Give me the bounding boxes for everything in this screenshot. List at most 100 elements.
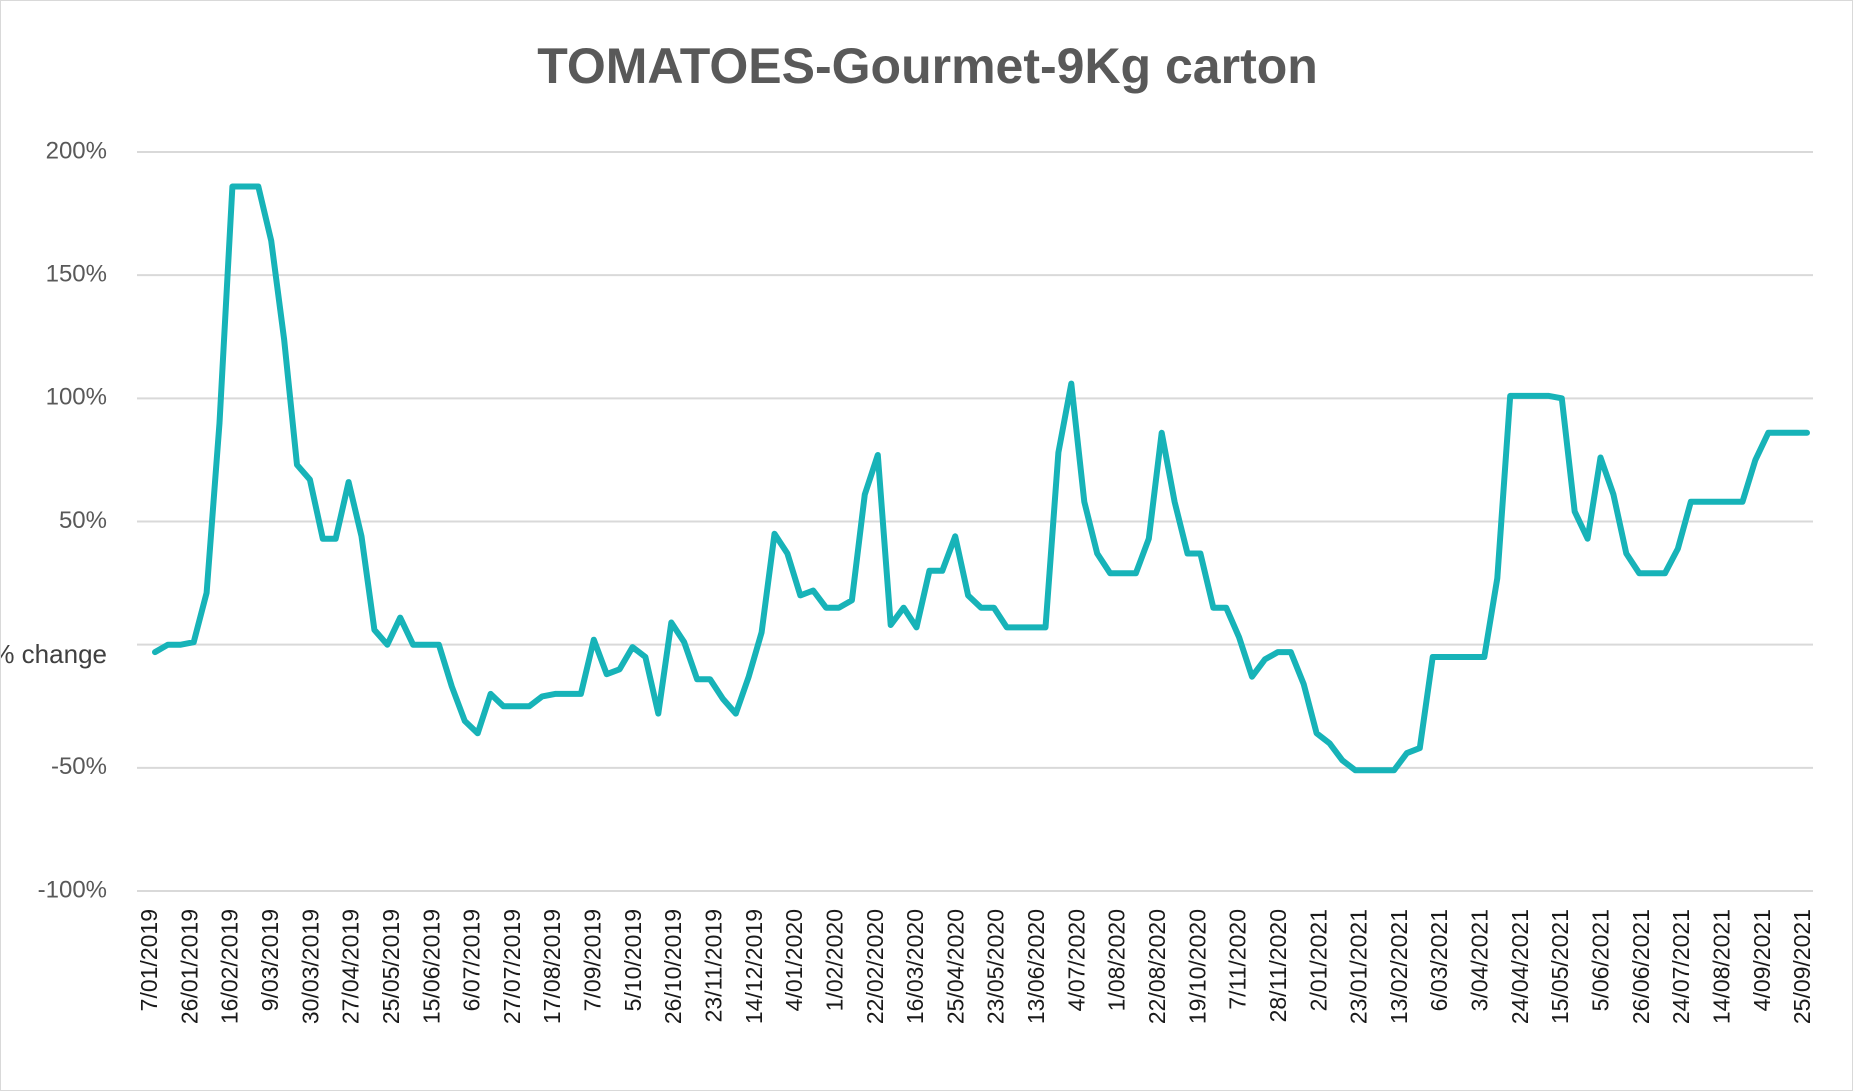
data-point — [953, 534, 957, 538]
x-tick-label: 7/09/2019 — [580, 909, 606, 1011]
data-point — [282, 337, 286, 341]
series-layer — [152, 183, 1810, 774]
y-axis-ticks: 200% 150% 100% 50% -50% -100% — [38, 137, 107, 903]
data-point — [476, 731, 480, 735]
data-point — [1689, 500, 1693, 504]
data-point — [308, 478, 312, 482]
y-tick-label: -100% — [38, 876, 107, 903]
data-point — [1495, 576, 1499, 580]
data-point — [1134, 571, 1138, 575]
x-tick-label: 16/03/2020 — [902, 909, 928, 1024]
data-point — [966, 593, 970, 597]
y-axis-label: % change — [1, 639, 107, 669]
x-tick-label: 27/04/2019 — [338, 909, 364, 1024]
series-line — [152, 183, 1810, 774]
x-tick-label: 13/02/2021 — [1386, 909, 1412, 1024]
data-point — [1715, 500, 1719, 504]
data-point — [902, 606, 906, 610]
data-point — [360, 534, 364, 538]
data-point — [1573, 510, 1577, 514]
data-point — [1353, 768, 1357, 772]
x-tick-label: 28/11/2020 — [1265, 909, 1291, 1022]
data-point — [1753, 458, 1757, 462]
data-point — [192, 640, 196, 644]
data-point — [334, 537, 338, 541]
data-point — [1624, 552, 1628, 556]
x-tick-label: 22/08/2020 — [1144, 909, 1170, 1024]
data-point — [1173, 500, 1177, 504]
x-tick-label: 26/10/2019 — [660, 909, 686, 1024]
y-tick-label: 50% — [59, 507, 107, 534]
data-point — [166, 643, 170, 647]
data-point — [295, 463, 299, 467]
data-point — [992, 606, 996, 610]
data-point — [734, 712, 738, 716]
data-point — [411, 643, 415, 647]
x-tick-label: 27/07/2019 — [499, 909, 525, 1024]
data-point — [1779, 431, 1783, 435]
x-tick-label: 1/08/2020 — [1104, 909, 1130, 1011]
x-tick-label: 14/12/2019 — [741, 909, 767, 1024]
data-point — [1263, 657, 1267, 661]
data-point — [605, 672, 609, 676]
data-point — [424, 643, 428, 647]
data-point — [514, 704, 518, 708]
data-point — [1108, 571, 1112, 575]
data-point — [1637, 571, 1641, 575]
data-point — [773, 532, 777, 536]
data-point — [1302, 682, 1306, 686]
data-point — [1328, 741, 1332, 745]
data-point — [618, 667, 622, 671]
data-point — [1198, 552, 1202, 556]
data-point — [1056, 451, 1060, 455]
data-point — [1121, 571, 1125, 575]
data-point — [205, 591, 209, 595]
data-point — [1469, 655, 1473, 659]
data-point — [824, 606, 828, 610]
data-point — [566, 692, 570, 696]
x-tick-label: 26/06/2021 — [1628, 909, 1654, 1024]
data-point — [1160, 431, 1164, 435]
data-point — [1586, 537, 1590, 541]
x-tick-label: 4/09/2021 — [1749, 909, 1775, 1011]
data-point — [798, 593, 802, 597]
data-point — [1663, 571, 1667, 575]
data-point — [721, 697, 725, 701]
data-point — [1431, 655, 1435, 659]
x-tick-label: 1/02/2020 — [821, 909, 847, 1011]
data-point — [1702, 500, 1706, 504]
x-tick-label: 25/09/2021 — [1789, 909, 1815, 1024]
data-point — [643, 655, 647, 659]
data-point — [321, 537, 325, 541]
data-point — [540, 694, 544, 698]
y-tick-label: 150% — [46, 261, 107, 288]
data-point — [1676, 547, 1680, 551]
data-point — [682, 640, 686, 644]
data-point — [863, 492, 867, 496]
data-point — [1044, 625, 1048, 629]
data-point — [1289, 650, 1293, 654]
data-point — [889, 623, 893, 627]
data-point — [811, 589, 815, 593]
x-tick-label: 23/01/2021 — [1346, 909, 1372, 1024]
data-point — [1315, 731, 1319, 735]
data-point — [1741, 500, 1745, 504]
data-point — [347, 480, 351, 484]
data-point — [656, 712, 660, 716]
data-point — [837, 606, 841, 610]
data-point — [437, 643, 441, 647]
data-point — [940, 569, 944, 573]
x-tick-label: 22/02/2020 — [862, 909, 888, 1024]
data-point — [385, 643, 389, 647]
data-point — [579, 692, 583, 696]
data-point — [1508, 394, 1512, 398]
x-tick-label: 13/06/2020 — [1023, 909, 1049, 1024]
x-tick-label: 25/04/2020 — [942, 909, 968, 1024]
x-tick-label: 9/03/2019 — [257, 909, 283, 1011]
data-point — [1392, 768, 1396, 772]
x-tick-label: 16/02/2019 — [217, 909, 243, 1024]
data-point — [1237, 635, 1241, 639]
data-point — [269, 239, 273, 243]
data-point — [708, 677, 712, 681]
x-tick-label: 7/01/2019 — [136, 909, 162, 1011]
